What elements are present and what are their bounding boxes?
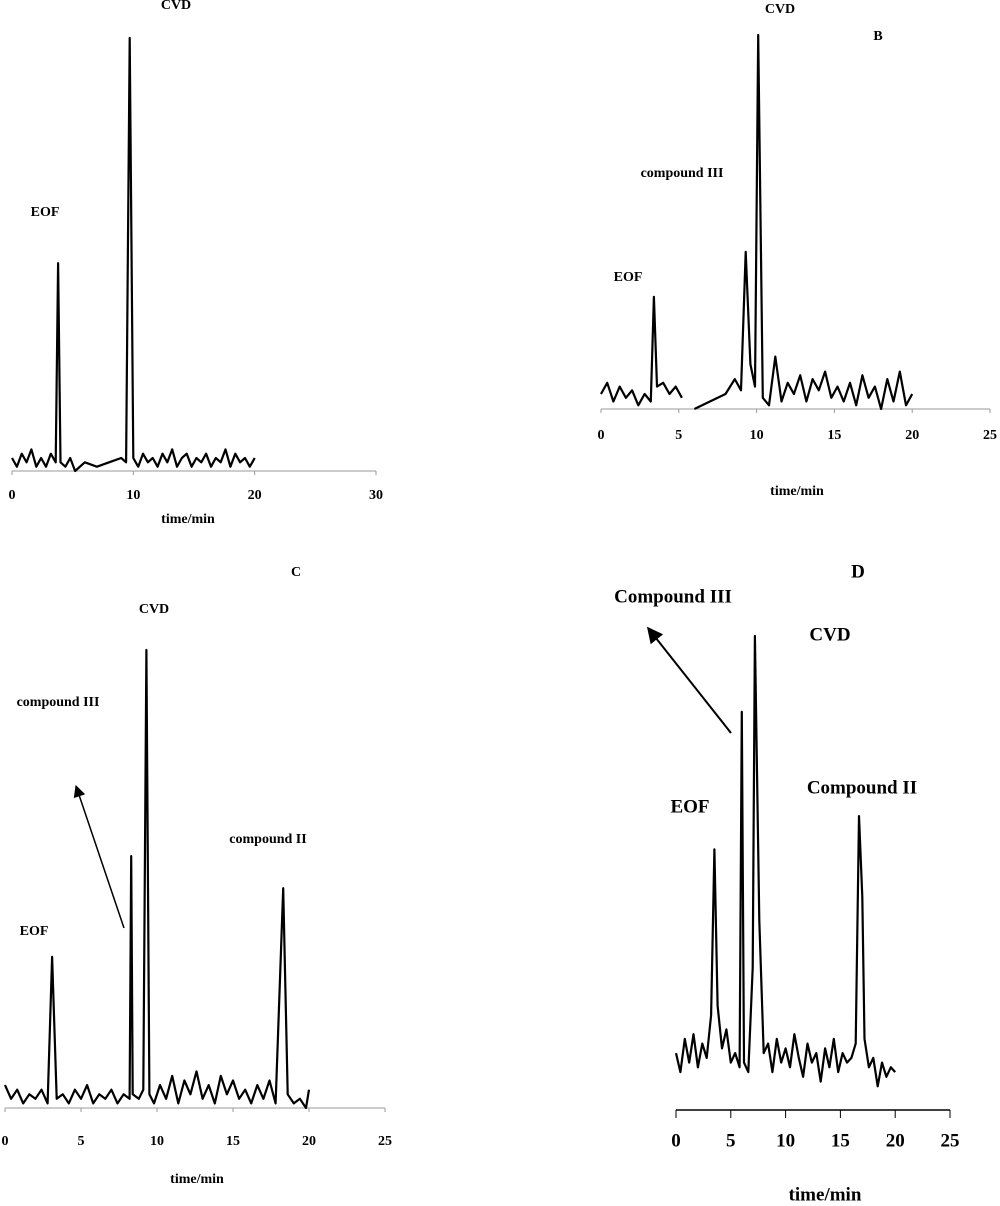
x-tick-label: 15: [831, 1130, 850, 1151]
x-axis-label: time/min: [170, 1172, 224, 1187]
panel: 0 10 20 30 time/min CVD EOF: [9, 0, 384, 527]
x-tick-label: 15: [226, 1134, 240, 1149]
x-tick-label: 30: [369, 488, 383, 503]
signal-line: [11, 36, 256, 473]
signal-line: [3, 648, 311, 1110]
x-tick-label: 25: [983, 428, 997, 443]
x-tick-label: 20: [302, 1134, 316, 1149]
x-tick-label: 0: [2, 1134, 9, 1149]
panel-label: C: [291, 565, 301, 580]
x-tick-label: 25: [378, 1134, 392, 1149]
signal-line: [674, 634, 897, 1088]
x-tick-label: 0: [9, 488, 16, 503]
x-tick-label: 20: [248, 488, 262, 503]
peak-label: compound III: [641, 166, 724, 181]
x-tick-label: 0: [598, 428, 605, 443]
panel: 0 5 10 15 20 25 time/min B CVD compound III EOF: [598, 2, 998, 499]
peak-label: CVD: [809, 624, 850, 645]
x-tick-label: 5: [675, 428, 682, 443]
x-tick-label: 20: [905, 428, 919, 443]
x-tick-label: 10: [776, 1130, 795, 1151]
peak-label: compound II: [229, 832, 306, 847]
x-axis-label: time/min: [789, 1184, 862, 1205]
panel-label: B: [873, 29, 882, 44]
peak-label: CVD: [161, 0, 191, 13]
x-tick-label: 5: [726, 1130, 736, 1151]
x-tick-label: 0: [671, 1130, 681, 1151]
peak-label: CVD: [765, 2, 795, 17]
peak-label: Compound II: [807, 777, 917, 798]
peak-label: EOF: [31, 205, 60, 220]
x-tick-label: 5: [78, 1134, 85, 1149]
peak-label: Compound III: [614, 586, 732, 607]
signal-line: [600, 33, 914, 411]
panel-label: D: [851, 561, 865, 582]
arrow: [647, 626, 732, 734]
x-axis-label: time/min: [161, 512, 215, 527]
x-tick-label: 10: [150, 1134, 164, 1149]
peak-label: compound III: [17, 695, 100, 710]
x-tick-label: 15: [827, 428, 841, 443]
panel: 0 5 10 15 20 25 time/min C CVD compound III compou…: [2, 565, 393, 1187]
peak-label: EOF: [670, 796, 709, 817]
x-axis-label: time/min: [770, 484, 824, 499]
panel: 0 5 10 15 20 25 time/min D Compound III CVD Compou…: [614, 561, 959, 1205]
x-tick-label: 20: [886, 1130, 905, 1151]
arrow: [73, 784, 125, 929]
peak-label: EOF: [614, 270, 643, 285]
x-tick-label: 25: [941, 1130, 960, 1151]
x-tick-label: 10: [750, 428, 764, 443]
peak-label: CVD: [139, 602, 169, 617]
x-tick-label: 10: [126, 488, 140, 503]
peak-label: EOF: [20, 924, 49, 939]
